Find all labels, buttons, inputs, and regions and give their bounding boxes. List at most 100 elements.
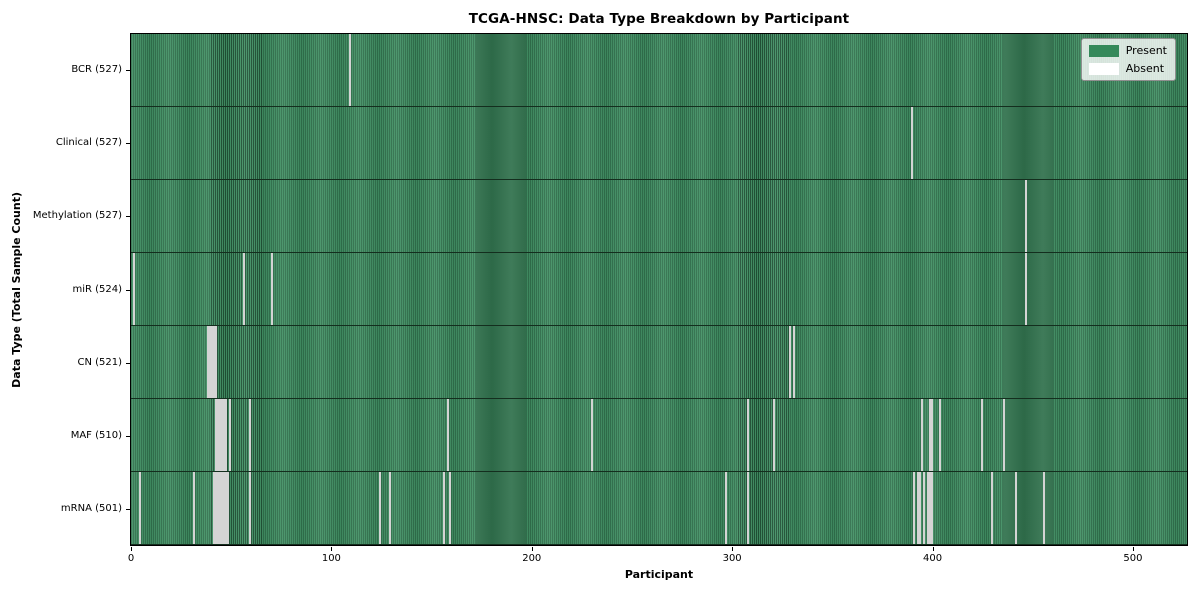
y-tick-label: miR (524) (72, 283, 122, 295)
x-tick-mark (1132, 547, 1134, 551)
absent-gap (447, 399, 449, 471)
heatmap-row-cn (131, 326, 1187, 399)
heatmap-row-mrna (131, 472, 1187, 545)
absent-gap (243, 253, 245, 325)
y-tick-label: Methylation (527) (32, 210, 122, 222)
absent-gap (215, 399, 217, 471)
x-axis-title: Participant (624, 568, 694, 581)
x-tick-mark (932, 547, 934, 551)
heatmap-row-methylation (131, 180, 1187, 253)
absent-gap (919, 472, 921, 544)
legend-label-present: Present (1125, 44, 1167, 57)
y-tick-label: Clinical (527) (55, 136, 122, 148)
absent-gap (991, 472, 993, 544)
plot-area: Present Absent (130, 33, 1188, 546)
y-tick-mark (126, 362, 130, 364)
absent-gap (215, 326, 217, 398)
legend-swatch-absent (1088, 62, 1119, 75)
absent-gap (223, 472, 225, 544)
absent-gap (138, 472, 141, 544)
absent-gap (223, 399, 225, 471)
legend-swatch-present (1088, 44, 1119, 57)
absent-gap (132, 253, 135, 325)
absent-gap (271, 253, 273, 325)
absent-gap (249, 472, 251, 544)
x-tick-label: 300 (722, 553, 742, 564)
heatmap-row-maf (131, 399, 1187, 472)
absent-gap (207, 326, 209, 398)
absent-gap (911, 107, 913, 179)
legend-label-absent: Absent (1125, 62, 1165, 75)
absent-gap (349, 34, 351, 106)
absent-gap (1025, 180, 1027, 252)
absent-gap (929, 399, 931, 471)
absent-gap (219, 399, 221, 471)
absent-gap (219, 472, 221, 544)
absent-gap (1015, 472, 1017, 544)
absent-gap (217, 399, 219, 471)
absent-gap (229, 399, 231, 471)
absent-gap (213, 326, 215, 398)
x-tick-label: 500 (1123, 553, 1143, 564)
absent-gap (1003, 399, 1005, 471)
absent-gap (923, 472, 925, 544)
absent-gap (921, 399, 923, 471)
y-tick-label: CN (521) (77, 356, 122, 368)
absent-gap (209, 326, 211, 398)
absent-gap (225, 472, 227, 544)
y-tick-label: BCR (527) (71, 63, 122, 75)
absent-gap (789, 326, 791, 398)
absent-gap (793, 326, 795, 398)
y-tick-mark (126, 289, 130, 291)
absent-gap (221, 472, 223, 544)
x-tick-mark (331, 547, 333, 551)
absent-gap (443, 472, 445, 544)
chart-title: TCGA-HNSC: Data Type Breakdown by Partic… (468, 11, 850, 27)
y-tick-label: mRNA (501) (60, 503, 122, 515)
absent-gap (221, 399, 223, 471)
absent-gap (913, 472, 915, 544)
absent-gap (1043, 472, 1045, 544)
absent-gap (389, 472, 391, 544)
absent-gap (747, 472, 749, 544)
absent-gap (747, 399, 749, 471)
absent-gap (590, 399, 593, 471)
absent-gap (193, 472, 195, 544)
heatmap-row-clinical (131, 107, 1187, 180)
x-tick-mark (531, 547, 533, 551)
x-tick-label: 200 (522, 553, 542, 564)
absent-gap (939, 399, 941, 471)
absent-gap (379, 472, 381, 544)
absent-gap (773, 399, 775, 471)
absent-gap (917, 472, 919, 544)
heatmap-row-mir (131, 253, 1187, 326)
absent-gap (249, 399, 251, 471)
y-tick-mark (126, 69, 130, 71)
absent-gap (931, 472, 933, 544)
absent-gap (213, 472, 215, 544)
absent-gap (215, 472, 217, 544)
absent-gap (931, 399, 933, 471)
absent-gap (929, 472, 931, 544)
y-tick-mark (126, 509, 130, 511)
absent-gap (981, 399, 983, 471)
legend-entry-absent: Absent (1088, 62, 1167, 75)
y-tick-mark (126, 216, 130, 218)
absent-gap (225, 399, 227, 471)
x-tick-label: 100 (321, 553, 341, 564)
heatmap-row-bcr (131, 34, 1187, 107)
absent-gap (927, 472, 929, 544)
legend-entry-present: Present (1088, 44, 1167, 57)
absent-gap (217, 472, 219, 544)
absent-gap (449, 472, 451, 544)
absent-gap (725, 472, 727, 544)
y-tick-label: MAF (510) (70, 430, 122, 442)
y-tick-mark (126, 142, 130, 144)
x-tick-mark (131, 547, 132, 551)
x-tick-mark (732, 547, 734, 551)
absent-gap (1025, 253, 1027, 325)
y-tick-mark (126, 436, 130, 438)
x-tick-label: 0 (127, 553, 135, 564)
absent-gap (211, 326, 213, 398)
